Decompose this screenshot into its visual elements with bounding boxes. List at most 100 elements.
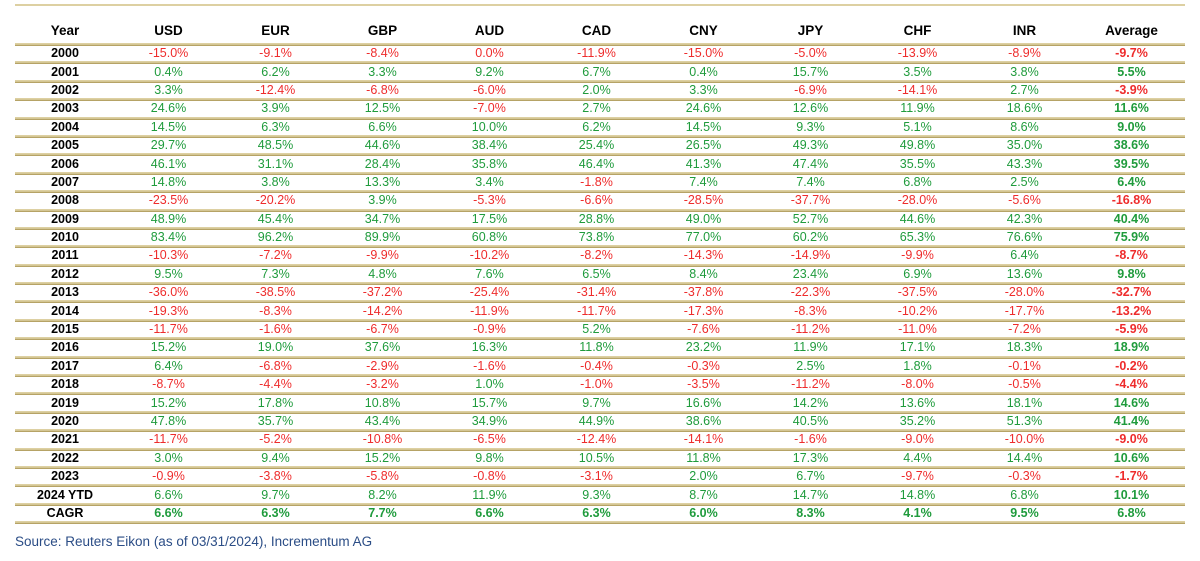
value-cell: -32.7%: [1111, 285, 1152, 300]
value-cell: 6.4%: [1117, 174, 1146, 189]
value-cell: 47.4%: [792, 156, 829, 171]
value-cell: -9.7%: [901, 469, 934, 484]
value-cell: -6.8%: [366, 82, 399, 97]
value-cell: -8.3%: [794, 303, 827, 318]
value-cell: 11.8%: [686, 450, 721, 465]
table-row-2006: 2006 46.1% 31.1% 28.4% 35.8% 46.4% 41.3% 47.4% 3…: [15, 156, 1185, 171]
table-row-2023: 2023 -0.9% -3.8% -5.8% -0.8% -3.1% 2.0% 6.7% -9.…: [15, 469, 1185, 484]
value-cell: 83.4%: [150, 230, 187, 245]
year-cell: 2014: [51, 303, 79, 318]
header-cell-chf: CHF: [903, 23, 932, 38]
year-cell: 2024 YTD: [36, 487, 94, 502]
value-cell: 60.2%: [792, 230, 829, 245]
value-cell: -0.5%: [1008, 377, 1041, 392]
gold-returns-page: Year USD EUR GBP AUD CAD CNY JPY CHF INR Average 20…: [15, 4, 1185, 550]
year-cell: 2017: [51, 358, 79, 373]
value-cell: 3.9%: [261, 101, 290, 116]
year-cell: 2011: [51, 248, 79, 263]
value-cell: 41.4%: [1113, 414, 1150, 428]
value-cell: -0.8%: [473, 469, 506, 484]
value-cell: 75.9%: [1113, 230, 1150, 245]
value-cell: 6.3%: [261, 119, 290, 134]
value-cell: 38.4%: [471, 138, 508, 153]
value-cell: 9.8%: [1117, 266, 1146, 281]
value-cell: -1.6%: [259, 322, 292, 337]
value-cell: -28.5%: [683, 193, 724, 208]
source-note: Source: Reuters Eikon (as of 03/31/2024)…: [15, 534, 373, 550]
value-cell: -36.0%: [148, 285, 189, 300]
table-row-2005: 2005 29.7% 48.5% 44.6% 38.4% 25.4% 26.5% 49.3% 4…: [15, 138, 1185, 153]
value-cell: -1.7%: [1115, 469, 1148, 484]
table-row-2010: 2010 83.4% 96.2% 89.9% 60.8% 73.8% 77.0% 60.2% 6…: [15, 230, 1185, 245]
value-cell: -1.6%: [473, 358, 506, 373]
table-row-2024-ytd: 2024 YTD 6.6% 9.7% 8.2% 11.9% 9.3% 8.7% 14.7% 14…: [15, 487, 1185, 502]
value-cell: 9.3%: [582, 487, 611, 502]
value-cell: 38.6%: [685, 414, 722, 428]
value-cell: 9.4%: [261, 450, 290, 465]
value-cell: 45.4%: [257, 211, 294, 226]
value-cell: 5.5%: [1117, 64, 1146, 79]
value-cell: -11.0%: [898, 322, 937, 337]
value-cell: 11.9%: [900, 101, 935, 116]
value-cell: -7.2%: [1008, 322, 1041, 337]
value-cell: -9.0%: [1115, 432, 1148, 447]
year-cell: 2003: [51, 101, 79, 116]
value-cell: 3.3%: [368, 64, 397, 79]
header-cell-inr: INR: [1012, 23, 1037, 38]
value-cell: 48.5%: [257, 138, 294, 153]
value-cell: 37.6%: [364, 340, 401, 355]
value-cell: 4.8%: [368, 266, 397, 281]
row-separator: [15, 502, 1185, 506]
value-cell: 2.0%: [689, 469, 718, 484]
row-separator: [15, 484, 1185, 488]
value-cell: 14.2%: [792, 395, 829, 410]
returns-table: Year USD EUR GBP AUD CAD CNY JPY CHF INR Average 20…: [15, 4, 1185, 525]
value-cell: 6.6%: [154, 505, 183, 520]
value-cell: -0.3%: [687, 358, 720, 373]
value-cell: 10.1%: [1113, 487, 1150, 502]
row-separator: [15, 98, 1185, 102]
value-cell: 89.9%: [364, 230, 401, 245]
row-separator: [15, 153, 1185, 157]
year-cell: 2000: [51, 46, 79, 61]
value-cell: 3.8%: [1010, 64, 1039, 79]
value-cell: 6.8%: [1010, 487, 1039, 502]
value-cell: 14.8%: [150, 174, 187, 189]
value-cell: 15.2%: [150, 395, 187, 410]
value-cell: -10.8%: [362, 432, 403, 447]
value-cell: 46.1%: [150, 156, 187, 171]
row-separator: [15, 61, 1185, 65]
row-separator: [15, 263, 1185, 267]
value-cell: 23.2%: [685, 340, 722, 355]
value-cell: -28.0%: [897, 193, 938, 208]
value-cell: 6.5%: [582, 266, 611, 281]
value-cell: 40.4%: [1113, 211, 1150, 226]
value-cell: 6.2%: [582, 119, 611, 134]
value-cell: 31.1%: [257, 156, 294, 171]
value-cell: -5.9%: [1115, 322, 1148, 337]
value-cell: 9.0%: [1117, 119, 1146, 134]
value-cell: 8.7%: [689, 487, 718, 502]
header-cell-aud: AUD: [474, 23, 505, 38]
value-cell: 6.0%: [689, 505, 718, 520]
year-cell: 2018: [51, 377, 79, 392]
value-cell: 15.7%: [471, 395, 508, 410]
value-cell: 6.3%: [582, 505, 611, 520]
value-cell: 3.3%: [689, 82, 718, 97]
row-separator: [15, 245, 1185, 249]
value-cell: 3.9%: [368, 193, 397, 208]
value-cell: 43.3%: [1006, 156, 1043, 171]
table-row-2004: 2004 14.5% 6.3% 6.6% 10.0% 6.2% 14.5% 9.3% 5.1% 8…: [15, 120, 1185, 135]
value-cell: 65.3%: [899, 230, 936, 245]
value-cell: 6.6%: [475, 505, 504, 520]
value-cell: -4.4%: [259, 377, 292, 392]
value-cell: 9.7%: [582, 395, 611, 410]
value-cell: 96.2%: [257, 230, 294, 245]
value-cell: 8.4%: [689, 266, 718, 281]
year-cell: 2022: [51, 450, 79, 465]
value-cell: 6.6%: [368, 119, 397, 134]
row-separator: [15, 226, 1185, 230]
year-cell: 2012: [51, 266, 79, 281]
header-cell-jpy: JPY: [797, 23, 824, 38]
value-cell: -3.2%: [366, 377, 399, 392]
